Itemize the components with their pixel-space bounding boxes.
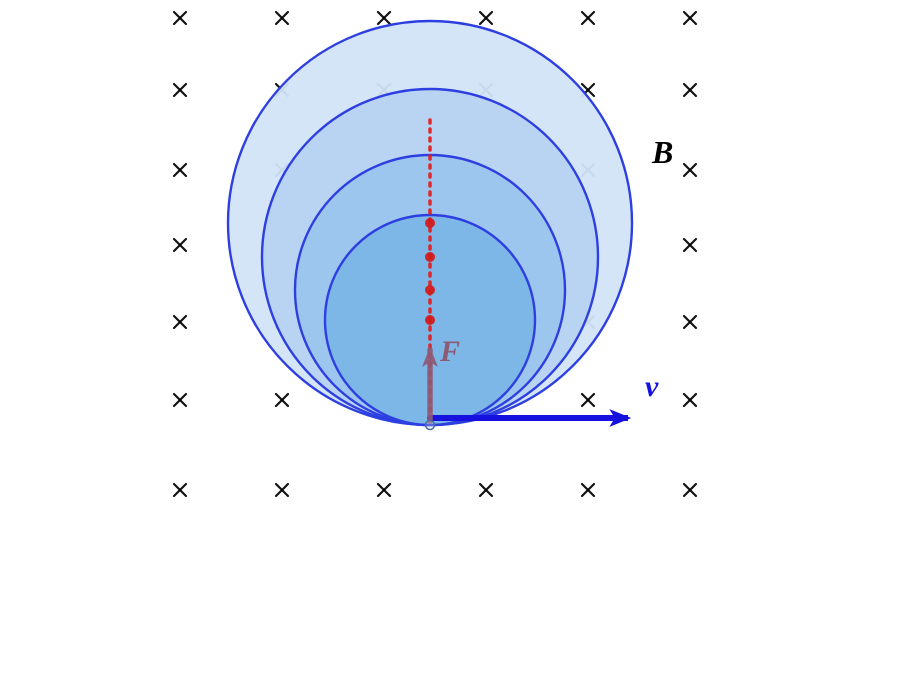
label-F: F [440,335,460,369]
label-B: B [652,134,673,171]
origin-marker [426,421,435,430]
label-v: v [645,370,658,404]
